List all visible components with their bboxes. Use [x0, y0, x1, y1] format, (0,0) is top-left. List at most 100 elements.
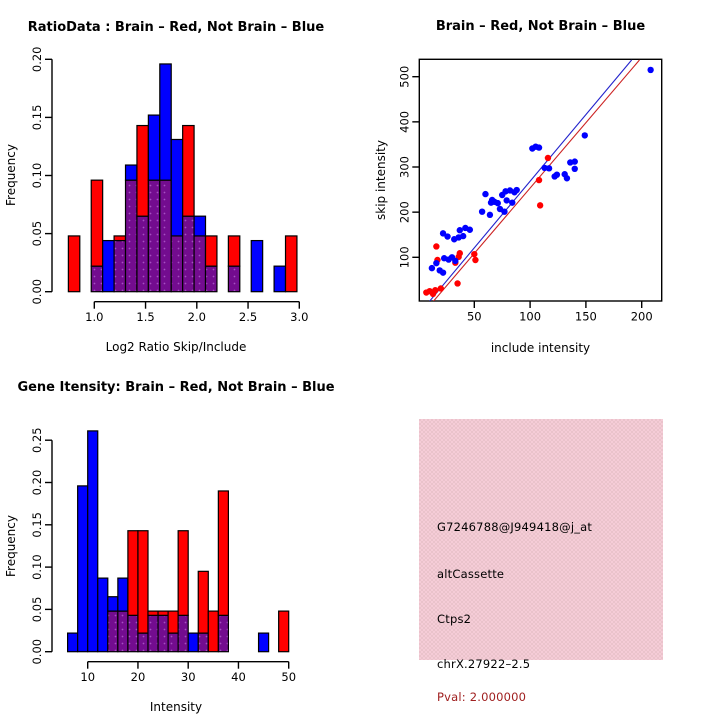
histogram-bar-red: [147, 610, 159, 616]
info-box: G7246788@J949418@j_at altCassette Ctps2 …: [419, 419, 663, 704]
histogram-bar-overlap: [127, 614, 139, 653]
histogram-bar-overlap: [197, 632, 209, 653]
scatter-point-blue: [503, 197, 510, 204]
y-tick-label: 0.00: [30, 279, 44, 305]
histogram-bar-blue: [87, 430, 99, 653]
scatter-point-blue: [571, 165, 578, 173]
x-axis-label: Intensity: [150, 700, 202, 714]
scatter-point-blue: [466, 226, 474, 233]
x-axis-label: Log2 Ratio Skip/Include: [106, 340, 247, 354]
x-tick-label: 1.5: [136, 310, 154, 324]
y-tick-label: 500: [397, 66, 411, 88]
histogram-bar-blue: [66, 632, 79, 653]
scatter-point-red: [472, 256, 479, 264]
scatter-point-blue: [452, 257, 459, 265]
scatter-point-blue: [535, 144, 543, 151]
histogram-bar-overlap: [113, 239, 127, 293]
histogram-bar-overlap: [159, 179, 172, 293]
histogram-bar-overlap: [204, 265, 218, 293]
histogram-bar-blue: [77, 485, 89, 653]
y-tick-label: 0.00: [30, 639, 44, 665]
histogram-bar-overlap: [182, 215, 195, 293]
histogram-bar-red: [227, 235, 241, 267]
plot-frame: [418, 58, 663, 302]
scatter-point-blue: [491, 198, 498, 205]
x-tick-label: 150: [575, 310, 597, 324]
histogram-bar-red: [217, 490, 230, 616]
y-tick-label: 0.20: [30, 470, 44, 496]
scatter-point-blue: [456, 227, 463, 234]
scatter-point-red: [433, 243, 440, 250]
histogram-bar-overlap: [136, 215, 149, 293]
intensity-scatter-panel: 50 100 150 200 100 200 300 400 500 Brain – Red, N…: [374, 19, 663, 355]
y-axis-label: Frequency: [4, 144, 18, 206]
histogram-bar-red: [284, 235, 298, 293]
chart-title: RatioData : Brain – Red, Not Brain – Blu…: [28, 20, 325, 35]
scatter-point-blue: [509, 199, 516, 206]
histogram-bar-red: [182, 124, 195, 217]
x-tick-label: 3.0: [290, 310, 308, 324]
histogram-bar-blue: [170, 138, 184, 237]
scatter-point-blue: [444, 233, 451, 240]
gene-symbol-text: Ctps2: [437, 612, 472, 626]
y-tick-label: 200: [397, 201, 411, 223]
histogram-bar-red: [127, 530, 139, 616]
y-tick-label: 300: [397, 156, 411, 178]
histogram-bar-blue: [124, 164, 138, 181]
y-tick-label: 0.05: [30, 221, 44, 247]
y-tick-label: 0.10: [30, 554, 44, 580]
histogram-bar-overlap: [227, 265, 241, 293]
histogram-bar-red: [67, 235, 81, 293]
scatter-point-blue: [433, 259, 440, 267]
histogram-bar-red: [197, 570, 209, 634]
histogram-bar-red: [137, 530, 149, 634]
y-tick-label: 0.15: [30, 512, 44, 538]
x-tick-label: 50: [281, 670, 296, 684]
info-panel: G7246788@J949418@j_at altCassette Ctps2 …: [360, 360, 720, 720]
scatter-point-blue: [567, 159, 574, 166]
x-tick-label: 1.0: [85, 310, 103, 324]
y-tick-label: 0.10: [30, 163, 44, 189]
scatter-point-blue: [561, 171, 568, 178]
y-tick-label: 0.05: [30, 597, 44, 623]
histogram-bar-blue: [273, 265, 287, 293]
histogram-bar-red: [90, 179, 104, 267]
histogram-bar-red: [113, 235, 127, 242]
histogram-bar-blue: [250, 239, 264, 293]
scatter-point-red: [423, 289, 430, 296]
scatter-point-blue: [439, 230, 447, 237]
y-tick-label: 0.15: [30, 105, 44, 131]
histogram-bar-red: [177, 530, 189, 616]
scatter-point-blue: [478, 208, 486, 215]
histogram-bar-overlap: [217, 614, 230, 653]
histogram-bar-red: [278, 610, 290, 653]
histogram-bar-overlap: [193, 235, 207, 293]
histogram-bar-red: [207, 610, 219, 653]
event-type-text: altCassette: [437, 567, 505, 581]
x-tick-label: 50: [467, 310, 482, 324]
histogram-bar-red: [157, 610, 169, 616]
histogram-bar-overlap: [107, 610, 119, 653]
x-tick-label: 40: [231, 670, 246, 684]
x-tick-label: 100: [519, 310, 541, 324]
scatter-point-red: [471, 250, 478, 258]
y-tick-label: 100: [397, 246, 411, 268]
histogram-bar-blue: [147, 114, 161, 181]
histogram-bar-blue: [257, 632, 270, 653]
red-fit-line: [432, 59, 640, 301]
histogram-bar-red: [136, 124, 149, 217]
x-tick-label: 2.0: [188, 310, 206, 324]
gene-intensity-histogram-panel: 10 20 30 40 50 0.00 0.05 0.10 0.15 0.20 0.25 Gene I…: [4, 380, 335, 714]
scatter-point-red: [536, 202, 544, 209]
histogram-bar-blue: [107, 596, 119, 612]
scatter-point-blue: [647, 66, 654, 74]
scatter-point-blue: [581, 132, 588, 139]
histogram-bar-overlap: [117, 610, 129, 653]
scatter-point-blue: [482, 190, 489, 198]
y-axis-label: Frequency: [4, 515, 18, 577]
ratio-histogram-panel: 1.0 1.5 2.0 2.5 3.0 0.00 0.05 0.10 0.15 0.20 Ratio…: [4, 20, 325, 354]
x-tick-label: 200: [631, 310, 653, 324]
histogram-bar-overlap: [170, 235, 184, 293]
chart-title: Gene Itensity: Brain – Red, Not Brain – …: [17, 380, 334, 395]
